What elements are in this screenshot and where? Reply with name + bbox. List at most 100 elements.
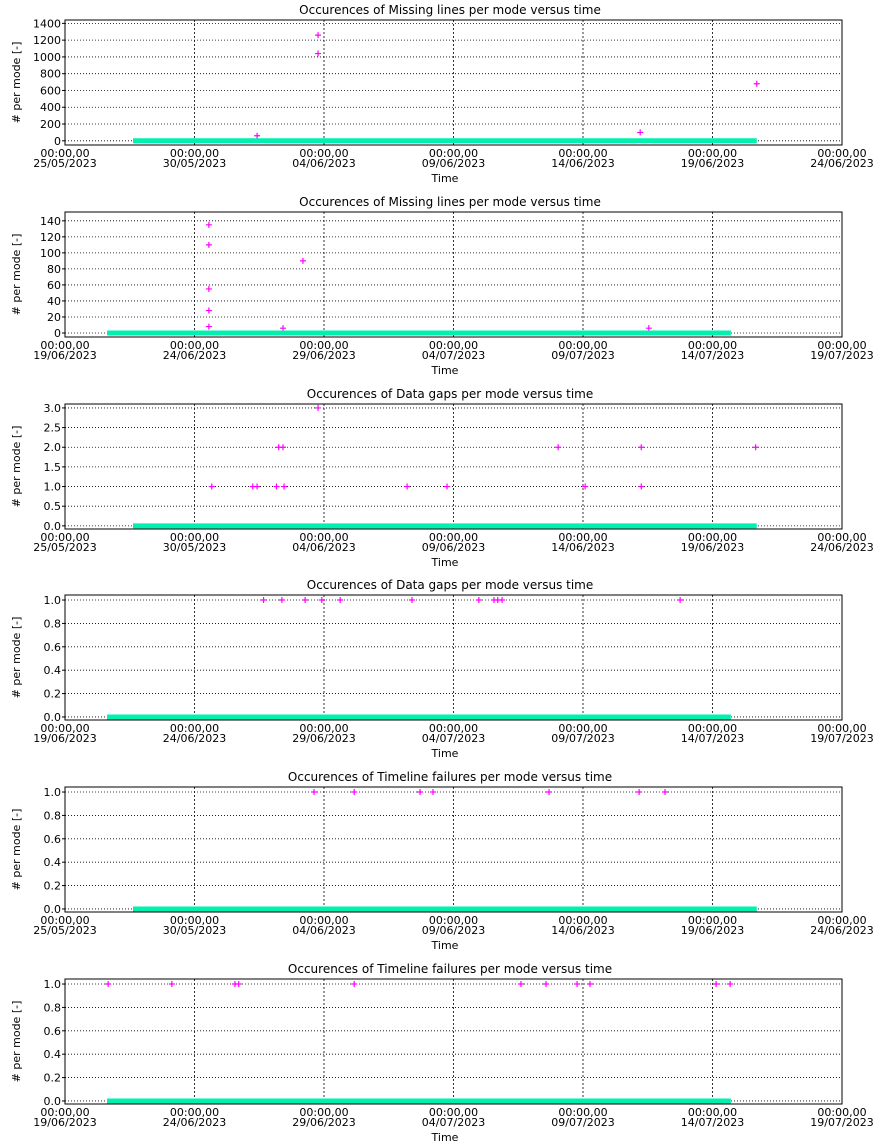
x-tick-label: 00:00,00 14/06/2023 [551, 914, 614, 937]
y-axis-label: # per mode [-] [10, 234, 23, 316]
y-tick-label: 0.0 [44, 711, 62, 724]
x-tick-label: 00:00,00 24/06/2023 [163, 722, 226, 745]
y-tick-label: 0.5 [44, 500, 62, 513]
x-tick-label: 00:00,00 29/06/2023 [292, 1106, 355, 1129]
x-axis-label: Time [431, 172, 459, 185]
chart-title: Occurences of Missing lines per mode ver… [299, 195, 601, 209]
panel: Occurences of Data gaps per mode versus … [10, 578, 874, 760]
y-tick-label: 600 [40, 84, 61, 97]
plus-marker [408, 597, 415, 604]
x-tick-label: 00:00,00 04/06/2023 [292, 914, 355, 937]
x-tick-label: 00:00,00 14/07/2023 [681, 339, 744, 362]
plot-frame [64, 978, 843, 1105]
y-tick-label: 0.8 [44, 809, 62, 822]
plus-marker [555, 444, 562, 451]
plot-frame [64, 211, 843, 338]
x-axis-label: Time [431, 747, 459, 760]
y-tick-label: 1.0 [44, 978, 62, 991]
y-tick-label: 0.4 [44, 664, 62, 677]
plus-marker [713, 981, 720, 988]
x-tick-label: 00:00,00 19/07/2023 [810, 339, 873, 362]
plus-marker [662, 789, 669, 796]
plot-frame [64, 786, 843, 913]
x-tick-label: 00:00,00 24/06/2023 [810, 531, 873, 554]
plus-marker [273, 483, 280, 490]
x-tick-label: 00:00,00 25/05/2023 [33, 147, 96, 170]
plus-marker [278, 597, 285, 604]
panel: Occurences of Timeline failures per mode… [10, 962, 874, 1144]
x-tick-label: 00:00,00 14/07/2023 [681, 1106, 744, 1129]
x-tick-label: 00:00,00 09/06/2023 [422, 147, 485, 170]
x-tick-label: 00:00,00 09/06/2023 [422, 531, 485, 554]
x-axis-label: Time [431, 939, 459, 952]
x-tick-label: 00:00,00 04/07/2023 [422, 722, 485, 745]
x-tick-label: 00:00,00 04/07/2023 [422, 339, 485, 362]
y-axis-label: # per mode [-] [10, 617, 23, 699]
plus-marker [499, 597, 506, 604]
plus-marker [205, 323, 212, 330]
plus-marker [281, 483, 288, 490]
y-tick-label: 100 [40, 247, 61, 260]
x-tick-label: 00:00,00 04/07/2023 [422, 1106, 485, 1129]
plus-marker [638, 444, 645, 451]
y-tick-label: 60 [47, 279, 61, 292]
x-tick-label: 00:00,00 30/05/2023 [163, 147, 226, 170]
x-tick-label: 00:00,00 30/05/2023 [163, 914, 226, 937]
x-tick-label: 00:00,00 24/06/2023 [163, 339, 226, 362]
plus-marker [311, 789, 318, 796]
plus-marker [351, 789, 358, 796]
x-tick-label: 00:00,00 19/06/2023 [33, 722, 96, 745]
y-tick-label: 2.5 [44, 422, 62, 435]
y-tick-label: 800 [40, 68, 61, 81]
plus-marker [727, 981, 734, 988]
y-tick-label: 0.6 [44, 833, 62, 846]
plus-marker [105, 981, 112, 988]
y-axis-label: # per mode [-] [10, 426, 23, 508]
plus-marker [302, 597, 309, 604]
x-tick-label: 00:00,00 19/06/2023 [681, 914, 744, 937]
x-tick-label: 00:00,00 14/07/2023 [681, 722, 744, 745]
plus-marker [444, 483, 451, 490]
plus-marker [315, 404, 322, 411]
y-tick-label: 0.0 [44, 1095, 62, 1108]
x-axis-label: Time [431, 1131, 459, 1144]
plus-marker [637, 129, 644, 136]
x-tick-label: 00:00,00 29/06/2023 [292, 339, 355, 362]
y-tick-label: 120 [40, 231, 61, 244]
plus-marker [546, 789, 553, 796]
plus-marker [645, 325, 652, 332]
plus-marker [752, 444, 759, 451]
plus-marker [753, 80, 760, 87]
y-tick-label: 0.2 [44, 880, 62, 893]
y-tick-label: 1.5 [44, 461, 62, 474]
x-tick-label: 00:00,00 09/06/2023 [422, 914, 485, 937]
x-axis-label: Time [431, 556, 459, 569]
y-tick-label: 140 [40, 215, 61, 228]
y-tick-label: 200 [40, 118, 61, 131]
y-tick-label: 0.4 [44, 1048, 62, 1061]
plus-marker [417, 789, 424, 796]
x-tick-label: 00:00,00 25/05/2023 [33, 914, 96, 937]
y-tick-label: 400 [40, 101, 61, 114]
x-tick-label: 00:00,00 29/06/2023 [292, 722, 355, 745]
x-tick-label: 00:00,00 09/07/2023 [551, 339, 614, 362]
y-tick-label: 1000 [33, 51, 61, 64]
y-axis-label: # per mode [-] [10, 1001, 23, 1083]
x-tick-label: 00:00,00 19/06/2023 [33, 1106, 96, 1129]
x-tick-label: 00:00,00 19/06/2023 [681, 531, 744, 554]
plus-marker [260, 597, 267, 604]
plus-marker [475, 597, 482, 604]
y-tick-label: 1400 [33, 17, 61, 30]
x-tick-label: 00:00,00 04/06/2023 [292, 147, 355, 170]
plus-marker [587, 981, 594, 988]
plot-frame [64, 403, 843, 530]
x-tick-label: 00:00,00 19/07/2023 [810, 722, 873, 745]
plus-marker [254, 132, 261, 139]
plot-frame [64, 594, 843, 721]
x-tick-label: 00:00,00 25/05/2023 [33, 531, 96, 554]
plus-marker [235, 981, 242, 988]
x-tick-label: 00:00,00 19/06/2023 [33, 339, 96, 362]
plus-marker [315, 32, 322, 39]
plus-marker [205, 241, 212, 248]
